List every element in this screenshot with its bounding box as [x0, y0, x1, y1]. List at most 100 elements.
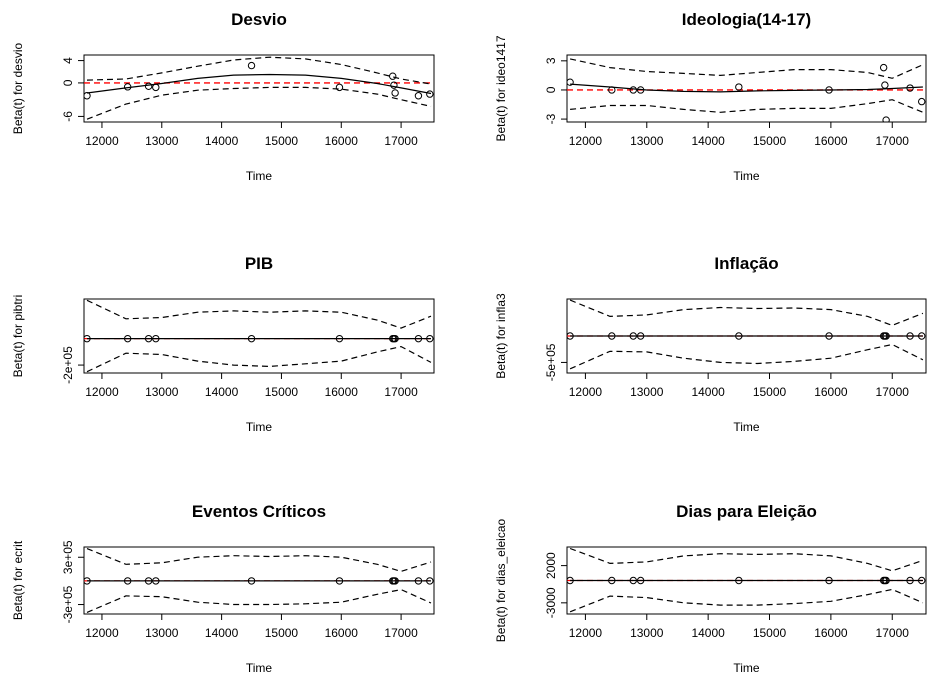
- residual-point: [247, 334, 256, 343]
- y-axis: -3 0 3: [544, 57, 567, 124]
- x-tick-label: 16000: [814, 626, 848, 640]
- residual-point: [882, 116, 890, 122]
- residual-point: [608, 86, 616, 94]
- y-tick-label: -6: [61, 111, 75, 122]
- x-tick-label: 14000: [205, 385, 239, 399]
- residual-point: [567, 78, 574, 86]
- x-tick-label: 17000: [384, 626, 418, 640]
- residual-point: [629, 332, 637, 340]
- residual-point: [918, 576, 926, 585]
- chart-panel-4: Inflação 12000 13000 14000 15000 16000 17000 -5…: [494, 254, 927, 434]
- residual-point: [636, 576, 645, 585]
- residuals-points: [84, 334, 434, 343]
- chart-panel-6: Dias para Eleição 12000 13000 14000 15000 160…: [494, 502, 927, 675]
- x-tick-label: 12000: [85, 385, 119, 399]
- residual-point: [825, 576, 833, 585]
- residual-point: [414, 334, 423, 343]
- residual-point: [735, 83, 743, 91]
- residual-point: [918, 332, 926, 340]
- x-tick-label: 16000: [814, 385, 848, 399]
- residual-point: [84, 92, 91, 100]
- x-tick-label: 17000: [384, 134, 418, 148]
- x-tick-label: 13000: [145, 626, 179, 640]
- x-axis: 12000 13000 14000 15000 16000 17000: [569, 373, 909, 399]
- x-tick-label: 15000: [753, 626, 787, 640]
- x-tick-label: 16000: [325, 134, 359, 148]
- x-tick-label: 12000: [569, 626, 603, 640]
- y-axis-title: Beta(t) for ecrit: [11, 540, 25, 620]
- x-tick-label: 12000: [569, 134, 603, 148]
- x-tick-label: 13000: [630, 385, 664, 399]
- x-tick-label: 16000: [814, 134, 848, 148]
- lower-curve: [569, 343, 924, 370]
- x-axis-title: Time: [246, 169, 273, 183]
- residuals-points: [84, 61, 434, 100]
- residual-point: [123, 334, 132, 343]
- lower-curve: [569, 588, 924, 613]
- residual-point: [636, 86, 645, 94]
- x-axis: 12000 13000 14000 15000 16000 17000: [85, 122, 418, 148]
- y-tick-label: 0: [544, 86, 558, 93]
- x-tick-label: 16000: [325, 385, 359, 399]
- chart-title: Ideologia(14-17): [682, 10, 811, 29]
- y-tick-label: 3e+05: [61, 540, 75, 574]
- y-axis-title: Beta(t) for infla3: [494, 293, 508, 379]
- plot-frame: [83, 298, 435, 374]
- plot-frame: [83, 54, 435, 123]
- upper-curve: [86, 548, 432, 573]
- y-tick-label: -3000: [544, 587, 558, 618]
- x-tick-label: 15000: [753, 385, 787, 399]
- residual-point: [918, 97, 926, 106]
- x-tick-label: 14000: [205, 134, 239, 148]
- y-axis: -3e+05 3e+05: [61, 540, 84, 623]
- residual-point: [123, 577, 132, 585]
- upper-curve: [86, 56, 432, 85]
- residual-point: [247, 61, 256, 70]
- y-tick-label: 4: [61, 57, 75, 64]
- plot-area: [84, 56, 434, 120]
- chart-title: Inflação: [714, 254, 778, 273]
- residual-point: [144, 82, 153, 90]
- lower-curve: [86, 588, 432, 613]
- chart-panel-2: Ideologia(14-17) 12000 13000 14000 15000 1600…: [494, 10, 927, 183]
- chart-title: Eventos Críticos: [192, 502, 326, 521]
- residual-point: [636, 332, 645, 340]
- residual-point: [906, 84, 914, 92]
- residual-point: [84, 577, 91, 585]
- x-tick-label: 17000: [876, 134, 910, 148]
- plot-area: [567, 58, 926, 122]
- x-tick-label: 15000: [265, 626, 299, 640]
- residual-point: [629, 86, 637, 94]
- residual-point: [906, 576, 914, 585]
- y-tick-label: 2000: [544, 552, 558, 579]
- x-tick-label: 14000: [691, 134, 725, 148]
- chart-title: Desvio: [231, 10, 287, 29]
- residual-point: [391, 334, 399, 343]
- residual-point: [735, 332, 743, 340]
- y-axis: -3000 2000: [544, 552, 567, 618]
- residual-point: [426, 90, 434, 98]
- residual-point: [391, 577, 399, 585]
- x-tick-label: 14000: [691, 385, 725, 399]
- residual-point: [629, 576, 637, 585]
- residual-point: [152, 334, 160, 343]
- residual-point: [825, 332, 833, 340]
- lower-curve: [86, 345, 432, 373]
- x-tick-label: 12000: [569, 385, 603, 399]
- y-axis-title: Beta(t) for dias_eleicao: [494, 518, 508, 642]
- y-axis-title: Beta(t) for pibtri: [11, 295, 25, 378]
- y-axis-title: Beta(t) for ideo1417: [494, 35, 508, 141]
- x-tick-label: 15000: [265, 385, 299, 399]
- y-tick-label: 3: [544, 57, 558, 64]
- residual-point: [144, 577, 153, 585]
- y-tick-label: -2e+05: [61, 346, 75, 384]
- upper-curve: [569, 58, 924, 79]
- plot-frame: [566, 54, 927, 123]
- x-tick-label: 17000: [876, 626, 910, 640]
- x-axis-title: Time: [733, 661, 760, 675]
- x-tick-label: 15000: [265, 134, 299, 148]
- x-axis-title: Time: [733, 420, 760, 434]
- residual-point: [389, 72, 397, 80]
- residual-point: [123, 83, 132, 91]
- y-tick-label: -3e+05: [61, 585, 75, 623]
